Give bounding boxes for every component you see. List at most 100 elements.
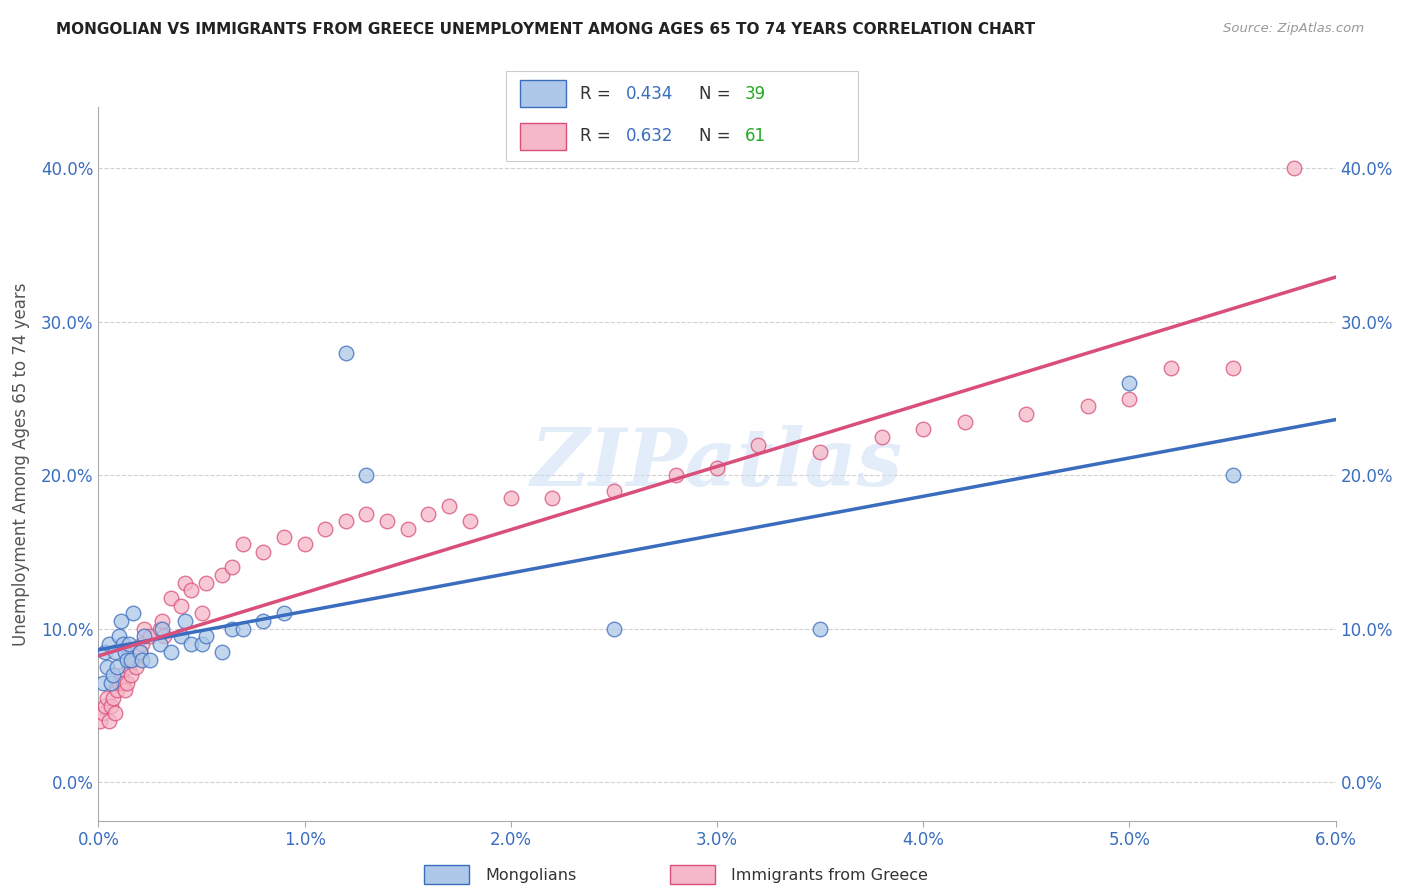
Point [190,607,212,621]
Point [603,483,626,498]
Point [211,568,233,582]
Point [499,491,522,506]
Point [706,460,728,475]
Bar [671,865,714,883]
Point [1118,392,1140,406]
Point [356,507,378,521]
Point [912,422,935,436]
Point [114,645,136,659]
Point [335,515,357,529]
Point [174,614,197,628]
Point [150,622,173,636]
Point [1015,407,1038,421]
Point [159,645,181,659]
Point [356,468,378,483]
Point [96,690,118,705]
Point [437,499,460,513]
Point [221,622,243,636]
Point [122,652,145,666]
Point [124,660,146,674]
Point [180,583,202,598]
Point [132,622,155,636]
Point [110,668,132,682]
Text: 39: 39 [745,85,766,103]
Point [131,652,153,666]
Point [110,614,132,628]
Point [105,683,128,698]
Text: 0.632: 0.632 [626,128,673,145]
Point [747,437,769,451]
Point [93,698,115,713]
Point [190,637,212,651]
Text: 61: 61 [745,128,766,145]
Point [541,491,564,506]
Point [105,660,128,674]
Point [170,630,193,644]
Point [150,614,173,628]
Point [100,675,122,690]
Point [870,430,893,444]
Point [418,507,440,521]
Bar [520,123,565,150]
Point [128,645,150,659]
Point [194,630,217,644]
Point [665,468,688,483]
Point [174,575,197,590]
Point [1222,360,1244,375]
Point [97,714,120,728]
Y-axis label: Unemployment Among Ages 65 to 74 years: Unemployment Among Ages 65 to 74 years [11,282,30,646]
Point [221,560,243,574]
Point [603,622,626,636]
Point [96,660,118,674]
Point [117,675,139,690]
Point [1160,360,1182,375]
Point [112,637,135,651]
Point [131,637,153,651]
Point [252,614,274,628]
Bar [520,80,565,107]
Point [101,690,124,705]
Point [159,591,181,606]
FancyBboxPatch shape [506,71,858,161]
Point [112,675,135,690]
Text: R =: R = [579,128,616,145]
Point [100,698,122,713]
Point [252,545,274,559]
Point [211,645,233,659]
Point [118,637,141,651]
Point [89,714,111,728]
Point [273,607,295,621]
Point [149,622,172,636]
Point [180,637,202,651]
Point [1077,399,1099,413]
Text: Immigrants from Greece: Immigrants from Greece [731,869,928,883]
Point [91,675,114,690]
Point [93,645,115,659]
Point [170,599,193,613]
Text: N =: N = [700,85,737,103]
Point [1222,468,1244,483]
Point [808,622,831,636]
Point [808,445,831,459]
Text: Mongolians: Mongolians [485,869,576,883]
Point [396,522,419,536]
Point [232,622,254,636]
Text: Source: ZipAtlas.com: Source: ZipAtlas.com [1223,22,1364,36]
Point [139,630,162,644]
Point [91,706,114,721]
Point [953,415,976,429]
Point [120,668,142,682]
Point [120,652,142,666]
Point [122,607,145,621]
Point [128,645,150,659]
Point [118,660,141,674]
Point [194,575,217,590]
Point [335,345,357,359]
Point [375,515,398,529]
Point [232,537,254,551]
Point [114,683,136,698]
Point [1118,376,1140,391]
Point [104,706,127,721]
Point [458,515,481,529]
Point [273,530,295,544]
